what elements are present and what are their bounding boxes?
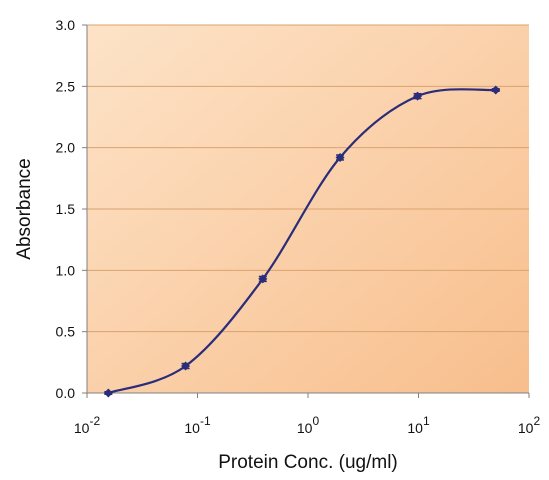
y-tick-label: 0.5 (56, 324, 76, 340)
y-tick-label: 2.5 (56, 78, 76, 94)
data-point (335, 152, 345, 162)
axes (82, 24, 530, 398)
x-tick-label: 101 (407, 414, 430, 436)
y-tick-label: 3.0 (56, 17, 76, 33)
y-tick-label: 0.0 (56, 385, 76, 401)
x-tick-labels: 10-2 10-1 100 101 102 (74, 414, 541, 436)
data-series (103, 85, 501, 398)
x-tick-label: 102 (518, 414, 541, 436)
data-point (413, 91, 423, 101)
data-point (103, 388, 113, 398)
data-point (491, 85, 501, 95)
x-tick-label: 10-2 (74, 414, 101, 436)
x-axis-title: Protein Conc. (ug/ml) (218, 452, 398, 473)
y-tick-label: 1.5 (56, 201, 76, 217)
grid-lines (87, 24, 529, 333)
y-tick-label: 1.0 (56, 262, 76, 278)
y-tick-label: 2.0 (56, 140, 76, 156)
data-point (258, 274, 268, 284)
y-axis-title: Absorbance (14, 158, 35, 259)
data-point (181, 361, 191, 371)
x-tick-label: 100 (297, 414, 320, 436)
y-tick-labels: 0.0 0.5 1.0 1.5 2.0 2.5 3.0 (56, 17, 76, 401)
x-tick-label: 10-1 (184, 414, 211, 436)
